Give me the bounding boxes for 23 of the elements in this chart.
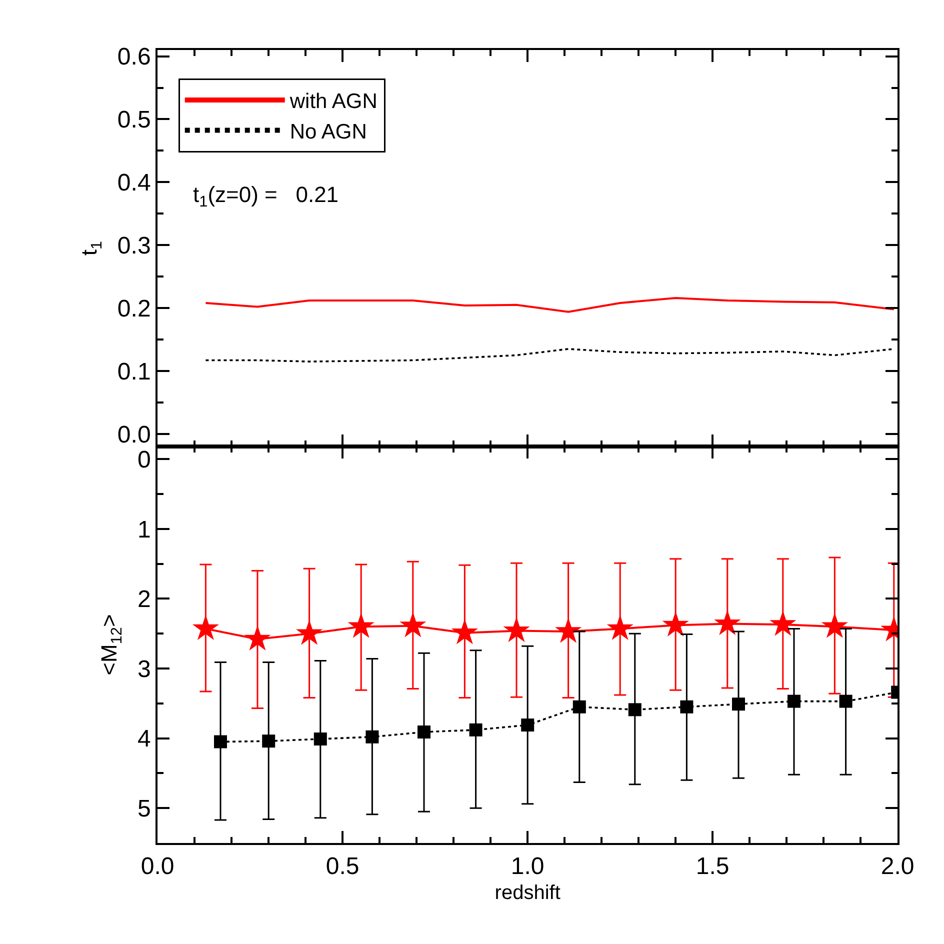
y-tick-label: 0.5 bbox=[117, 106, 151, 134]
legend-label: No AGN bbox=[290, 120, 367, 144]
x-tick-label: 0.5 bbox=[326, 852, 360, 880]
x-tick-label: 1.5 bbox=[696, 852, 730, 880]
y-tick-label: 0.2 bbox=[117, 295, 151, 322]
x-axis-title: redshift bbox=[494, 882, 561, 904]
y-tick-label: 0.0 bbox=[117, 421, 151, 448]
y-tick-label: 0.6 bbox=[117, 44, 151, 71]
text: (z=0) = 0.21 bbox=[208, 182, 339, 207]
y-tick-label: 0.3 bbox=[117, 232, 151, 260]
y-axis-title: t$_{1}$ bbox=[193, 182, 208, 211]
y-tick-label: 0.4 bbox=[117, 170, 151, 197]
y-tick-label: 4 bbox=[137, 726, 151, 753]
y-tick-label: 3 bbox=[137, 656, 151, 683]
x-tick-label: 1.0 bbox=[510, 852, 544, 880]
x-tick-label: 2.0 bbox=[880, 852, 914, 880]
legend-label: with AGN bbox=[288, 90, 378, 114]
y-tick-label: 2 bbox=[137, 586, 151, 614]
line-series bbox=[204, 296, 895, 313]
y-tick-label: 0.1 bbox=[117, 358, 151, 386]
y-tick-label: 1 bbox=[137, 516, 151, 544]
y-tick-label: 5 bbox=[137, 796, 151, 822]
y-tick-label: 0 bbox=[137, 446, 151, 474]
